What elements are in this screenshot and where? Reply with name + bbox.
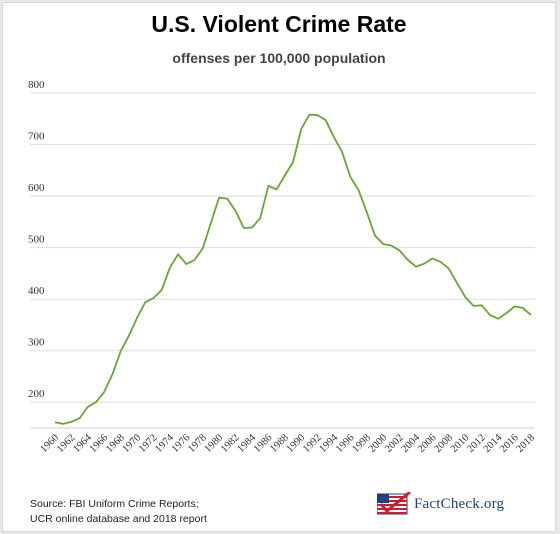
factcheck-logo: FactCheck.org	[377, 491, 504, 517]
y-tick-label: 300	[28, 337, 45, 349]
line-chart: 200 300 400 500 600 700 800 196019621964196619…	[28, 79, 537, 455]
y-axis-ticks: 200 300 400 500 600 700 800	[28, 79, 45, 400]
y-tick-label: 400	[28, 285, 45, 297]
flag-check-icon	[377, 492, 411, 515]
logo-text: FactCheck.org	[414, 495, 505, 512]
gridlines	[30, 92, 535, 429]
x-axis-ticks: 1960196219641966196819701972197419761978…	[38, 432, 537, 455]
source-note: Source: FBI Uniform Crime Reports; UCR o…	[30, 497, 207, 527]
chart-subtitle: offenses per 100,000 population	[172, 50, 386, 66]
y-tick-label: 800	[28, 79, 45, 91]
y-tick-label: 600	[28, 182, 45, 194]
series-group	[54, 113, 532, 425]
source-line-1: Source: FBI Uniform Crime Reports;	[30, 498, 199, 510]
y-tick-label: 200	[28, 388, 45, 400]
series-line	[54, 113, 532, 425]
chart-title: U.S. Violent Crime Rate	[151, 11, 407, 37]
y-tick-label: 500	[28, 234, 45, 246]
source-line-2: UCR online database and 2018 report	[30, 513, 207, 525]
x-tick-label: 2018	[514, 432, 537, 455]
y-tick-label: 700	[28, 131, 45, 143]
